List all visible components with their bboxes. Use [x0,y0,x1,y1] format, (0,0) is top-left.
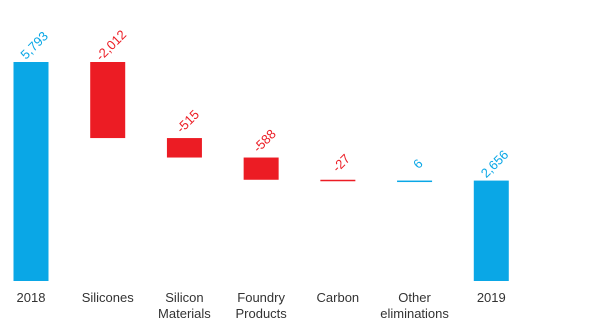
value-label: 6 [410,156,426,172]
value-label: -588 [250,126,279,155]
value-label: -2,012 [93,27,130,64]
bar [90,62,126,139]
bar [166,138,202,158]
value-label: -515 [173,107,202,136]
x-tick-label: Silicon Materials [158,290,211,321]
value-label: 2,656 [478,147,512,181]
bar [397,180,433,183]
x-tick-label: 2018 [16,290,46,305]
value-label: 5,793 [17,28,51,62]
x-tick-label: Carbon [316,290,360,305]
bar [13,62,49,281]
bar [243,157,279,180]
bar [320,179,356,182]
bar [473,180,509,281]
x-tick-label: 2019 [476,290,506,305]
x-tick-label: Foundry Products [235,290,287,321]
value-label: -27 [329,151,353,175]
x-tick-label: Other eliminations [380,290,449,321]
x-tick-label: Silicones [81,290,134,305]
